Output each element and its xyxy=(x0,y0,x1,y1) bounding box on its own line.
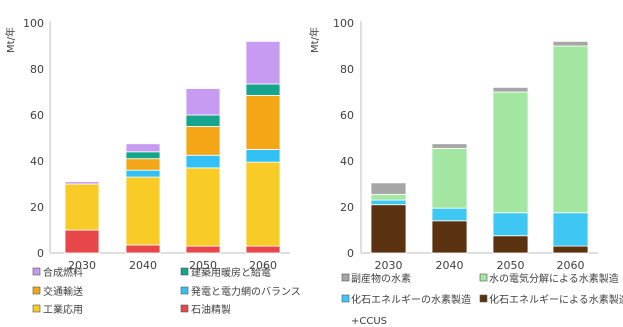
legend-label: 化石エネルギーによる水素製造 xyxy=(489,293,623,306)
legend-label: 水の電気分解による水素製造 xyxy=(489,272,619,285)
bar-segment xyxy=(552,45,589,214)
y-tick-label: 40 xyxy=(340,155,354,168)
bar-segment xyxy=(64,181,100,185)
legend-label: 化石エネルギーの水素製造 xyxy=(351,293,471,306)
x-tick-label: 2040 xyxy=(436,259,464,272)
bar-segment xyxy=(431,220,468,254)
y-tick-label: 60 xyxy=(340,109,354,122)
y-tick-label: 20 xyxy=(340,201,354,214)
legend-label: 工業応用 xyxy=(43,303,83,316)
bar-segment xyxy=(431,143,468,149)
bar-segment xyxy=(125,176,161,246)
legend-swatch xyxy=(180,286,189,295)
y-tick-label: 20 xyxy=(30,201,44,214)
legend-label-continuation: +CCUS xyxy=(351,316,387,327)
y-tick-label: 60 xyxy=(30,109,44,122)
y-tick-label: 80 xyxy=(340,63,354,76)
x-tick-label: 2060 xyxy=(557,259,585,272)
legend-label: 発電と電力網のバランス xyxy=(191,285,301,298)
y-tick-label: 80 xyxy=(30,63,44,76)
bar-segment xyxy=(185,167,221,247)
bar-segment xyxy=(492,91,529,214)
y-tick-label: 40 xyxy=(30,155,44,168)
legend-label: 合成燃料 xyxy=(43,266,83,279)
bar-segment xyxy=(492,235,529,254)
x-tick-label: 2050 xyxy=(189,259,217,272)
legend-label: 石油精製 xyxy=(191,303,231,316)
bar-segment xyxy=(370,199,407,206)
legend-swatch xyxy=(479,273,488,282)
legend-swatch xyxy=(32,267,41,276)
bar-segment xyxy=(245,41,281,85)
legend-swatch xyxy=(32,304,41,313)
legend-label: 副産物の水素 xyxy=(351,272,411,285)
x-tick-label: 2030 xyxy=(68,259,96,272)
legend-label: 建築用暖房と給電 xyxy=(191,266,271,279)
y-tick-label: 0 xyxy=(347,247,354,260)
legend-swatch xyxy=(180,304,189,313)
bar-segment xyxy=(185,88,221,116)
legend-label: 交通輸送 xyxy=(43,285,83,298)
bar-segment xyxy=(492,212,529,237)
legend-swatch xyxy=(341,273,350,282)
legend-swatch xyxy=(479,294,488,303)
bar-segment xyxy=(431,207,468,222)
y-axis-unit-label: Mt/年 xyxy=(308,27,321,53)
bar-segment xyxy=(125,143,161,153)
bar-segment xyxy=(552,245,589,254)
legend-swatch xyxy=(180,267,189,276)
bar-segment xyxy=(64,183,100,231)
bar-segment xyxy=(492,87,529,93)
legend-swatch xyxy=(32,286,41,295)
y-axis-unit-label: Mt/年 xyxy=(4,27,17,53)
bar-segment xyxy=(431,147,468,209)
x-tick-label: 2060 xyxy=(249,259,277,272)
x-tick-label: 2030 xyxy=(375,259,403,272)
bar-segment xyxy=(552,41,589,47)
y-tick-label: 0 xyxy=(37,247,44,260)
bar-segment xyxy=(370,182,407,195)
bar-segment xyxy=(370,193,407,201)
bar-segment xyxy=(370,204,407,254)
bar-segment xyxy=(552,212,589,247)
legend-swatch xyxy=(341,294,350,303)
y-tick-label: 100 xyxy=(333,17,354,30)
bar-segment xyxy=(185,126,221,156)
x-tick-label: 2050 xyxy=(497,259,525,272)
x-tick-label: 2040 xyxy=(129,259,157,272)
bar-segment xyxy=(245,161,281,247)
y-tick-label: 100 xyxy=(23,17,44,30)
